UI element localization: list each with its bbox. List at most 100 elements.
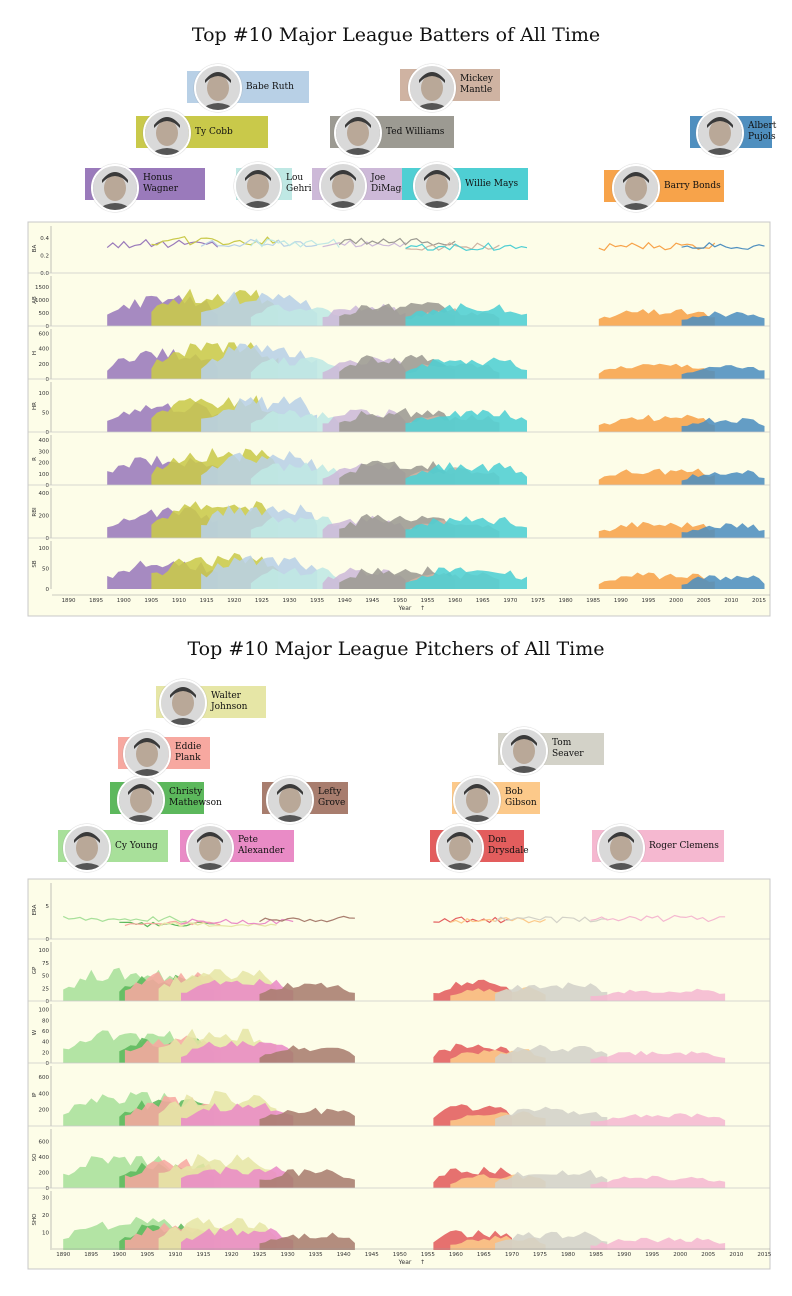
series-area-tom-seaver bbox=[495, 1044, 608, 1063]
y-tick-label: 0 bbox=[46, 377, 50, 383]
x-tick-label: 2005 bbox=[701, 1252, 715, 1258]
y-tick-label: 75 bbox=[42, 961, 49, 967]
y-tick-label: 0 bbox=[46, 483, 50, 489]
y-tick-label: 400 bbox=[39, 438, 50, 444]
pin-icon[interactable]: ↑ bbox=[420, 605, 425, 612]
series-area-willie-mays bbox=[405, 357, 527, 379]
y-tick-label: 300 bbox=[39, 449, 50, 455]
series-line-ted-williams bbox=[338, 237, 456, 246]
y-tick-label: 0 bbox=[46, 536, 50, 542]
y-tick-label: 600 bbox=[39, 332, 50, 338]
x-tick-label: 1930 bbox=[282, 598, 296, 604]
x-tick-label: 1980 bbox=[561, 1252, 575, 1258]
x-tick-label: 1945 bbox=[365, 598, 379, 604]
y-tick-label: 30 bbox=[42, 1196, 49, 1202]
x-tick-label: 1935 bbox=[309, 1252, 323, 1258]
y-tick-label: 100 bbox=[39, 546, 50, 552]
y-tick-label: 10 bbox=[42, 1231, 49, 1237]
y-tick-label: 200 bbox=[39, 362, 50, 368]
panel-sb: SB 0 50 100 bbox=[28, 537, 770, 593]
y-tick-label: 200 bbox=[39, 514, 50, 520]
series-line-pete-alexander bbox=[180, 918, 294, 925]
panel-hr: HR 0 50 100 bbox=[28, 378, 770, 436]
x-tick-label: 1900 bbox=[117, 598, 131, 604]
x-tick-label: 1910 bbox=[168, 1252, 182, 1258]
series-line-roger-clemens bbox=[590, 914, 726, 923]
player-photo-icon bbox=[194, 64, 242, 112]
x-tick-label: 1990 bbox=[614, 598, 628, 604]
y-tick-label: 20 bbox=[42, 1213, 49, 1219]
x-axis-title: Year bbox=[398, 1259, 412, 1266]
x-tick-label: 1925 bbox=[253, 1252, 267, 1258]
panel-gp: GP 0 25 50 75 100 bbox=[28, 938, 770, 1005]
y-tick-label: 20 bbox=[42, 1050, 49, 1056]
player-photo-icon bbox=[319, 162, 367, 210]
series-area-tom-seaver bbox=[495, 1231, 608, 1250]
y-axis-label: ERA bbox=[32, 904, 38, 915]
series-area-lou-gehrig bbox=[250, 304, 340, 326]
series-area-lefty-grove bbox=[259, 1045, 355, 1063]
plot-frame bbox=[27, 878, 771, 1270]
y-tick-label: 0.0 bbox=[40, 271, 49, 277]
y-tick-label: 50 bbox=[42, 410, 49, 416]
series-area-albert-pujols bbox=[681, 523, 765, 538]
x-tick-label: 1965 bbox=[476, 598, 490, 604]
series-line-cy-young bbox=[62, 915, 187, 923]
panel-ba: BA 0.0 0.2 0.4 bbox=[32, 226, 765, 277]
x-tick-label: 1890 bbox=[56, 1252, 70, 1258]
x-tick-label: 1995 bbox=[645, 1252, 659, 1258]
y-tick-label: 400 bbox=[39, 491, 50, 497]
x-axis: 1890 1895 1900 1905 1910 1915 1920 1925 1930 1935… bbox=[52, 594, 770, 612]
batters-title: Top #10 Major League Batters of All Time bbox=[191, 24, 601, 46]
x-tick-label: 1955 bbox=[421, 598, 435, 604]
x-tick-label: 1935 bbox=[310, 598, 324, 604]
series-area-lefty-grove bbox=[259, 1107, 355, 1126]
series-line-willie-mays bbox=[405, 242, 528, 252]
player-photo-icon bbox=[453, 776, 501, 824]
series-area-lou-gehrig bbox=[250, 462, 340, 485]
y-tick-label: 100 bbox=[39, 1008, 50, 1014]
x-tick-label: 1895 bbox=[84, 1252, 98, 1258]
y-tick-label: 0 bbox=[46, 430, 50, 436]
y-tick-label: 0 bbox=[46, 999, 50, 1005]
player-photo-icon bbox=[334, 109, 382, 157]
series-area-willie-mays bbox=[405, 303, 527, 326]
y-axis-label: SHO bbox=[32, 1213, 38, 1226]
player-photo-icon bbox=[143, 109, 191, 157]
x-tick-label: 1965 bbox=[477, 1252, 491, 1258]
series-line-albert-pujols bbox=[681, 242, 765, 250]
series-area-roger-clemens bbox=[590, 988, 726, 1001]
x-tick-label: 1905 bbox=[144, 598, 158, 604]
y-axis-label: SO bbox=[32, 1153, 38, 1161]
x-tick-label: 1895 bbox=[89, 598, 103, 604]
series-line-mickey-mantle bbox=[405, 242, 500, 251]
series-line-eddie-plank bbox=[124, 920, 221, 927]
x-tick-label: 2000 bbox=[673, 1252, 687, 1258]
y-tick-label: 0 bbox=[46, 937, 50, 943]
x-tick-label: 1980 bbox=[559, 598, 573, 604]
y-tick-label: 200 bbox=[39, 461, 50, 467]
x-tick-label: 1890 bbox=[62, 598, 76, 604]
y-tick-label: 60 bbox=[42, 1029, 49, 1035]
x-tick-label: 1945 bbox=[365, 1252, 379, 1258]
pin-icon[interactable]: ↑ bbox=[420, 1259, 425, 1266]
series-line-tom-seaver bbox=[494, 916, 608, 924]
series-area-albert-pujols bbox=[681, 311, 765, 326]
panel-ab: AB 0 500 1000 1500 bbox=[28, 272, 770, 330]
series-area-willie-mays bbox=[405, 409, 527, 432]
player-photo-icon bbox=[500, 727, 548, 775]
series-area-willie-mays bbox=[405, 567, 527, 589]
player-photo-icon bbox=[63, 824, 111, 872]
x-tick-label: 1915 bbox=[196, 1252, 210, 1258]
y-axis-label: GP bbox=[32, 966, 38, 974]
series-line-lou-gehrig bbox=[250, 238, 340, 248]
batters-chart: BA0.00.20.4AB050010001500H0200400600HR05… bbox=[27, 221, 771, 617]
series-area-tom-seaver bbox=[495, 1169, 608, 1188]
y-tick-label: 0 bbox=[46, 1186, 50, 1192]
x-tick-label: 1910 bbox=[172, 598, 186, 604]
series-area-roger-clemens bbox=[590, 1050, 726, 1063]
x-tick-label: 1930 bbox=[281, 1252, 295, 1258]
panel-r: R 0 100 200 300 400 bbox=[28, 431, 770, 489]
y-tick-label: 400 bbox=[39, 347, 50, 353]
